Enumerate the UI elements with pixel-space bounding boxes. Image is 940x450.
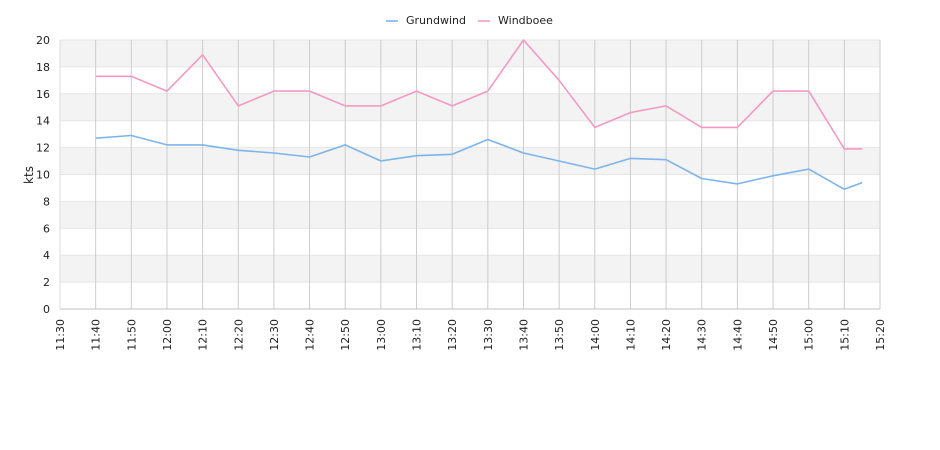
plot-band [60,201,880,229]
x-tick-label: 15:10 [838,319,851,351]
y-tick-labels: 0 2 4 6 8 10 12 14 16 18 20 [36,34,50,316]
axes [59,40,880,310]
x-tick-label: 13:00 [375,319,388,351]
x-tick-labels: 11:30 11:40 11:50 12:00 12:10 12:20 12:30 12:40… [54,319,887,351]
plot-band [60,255,880,283]
plot-bands [60,39,880,310]
series-lines [95,39,863,191]
y-tick-label: 12 [36,142,50,155]
y-tick-label: 18 [36,61,50,74]
legend-item-windboee[interactable]: Windboee [478,14,553,27]
legend-label: Grundwind [406,14,466,27]
plot-band [60,147,880,175]
x-tick-label: 11:30 [54,319,67,351]
x-tick-label: 14:00 [589,319,602,351]
series-line-grundwind [95,134,863,191]
x-tick-label: 13:30 [482,319,495,351]
x-tick-label: 14:20 [660,319,673,351]
y-tick-label: 14 [36,115,50,128]
y-tick-label: 8 [43,195,50,208]
x-tick-label: 12:00 [161,319,174,351]
x-tick-label: 13:10 [411,319,424,351]
x-tick-label: 12:30 [268,319,281,351]
y-tick-label: 4 [43,249,50,262]
y-tick-label: 6 [43,222,50,235]
x-tick-label: 14:50 [767,319,780,351]
plot-band [60,40,880,67]
x-tick-label: 13:50 [553,319,566,351]
x-tick-label: 12:40 [304,319,317,351]
y-tick-label: 0 [43,303,50,316]
x-tick-label: 13:20 [446,319,459,351]
x-tick-label: 15:00 [803,319,816,351]
y-tick-label: 20 [36,34,50,47]
x-tick-label: 11:50 [125,319,138,351]
series-line-windboee [95,39,863,150]
x-tick-label: 14:30 [696,319,709,351]
legend-item-grundwind[interactable]: Grundwind [386,14,466,27]
x-tick-label: 12:10 [197,319,210,351]
y-tick-label: 16 [36,88,50,101]
x-tick-label: 14:40 [731,319,744,351]
vertical-grid [59,40,881,309]
x-tick-label: 14:10 [624,319,637,351]
legend: Grundwind Windboee [386,14,553,27]
y-axis-title: kts [22,166,36,184]
legend-label: Windboee [498,14,553,27]
x-tick-label: 13:40 [517,319,530,351]
y-tick-label: 10 [36,169,50,182]
x-tick-label: 12:50 [339,319,352,351]
x-tick-label: 11:40 [90,319,103,351]
y-tick-label: 2 [43,276,50,289]
x-tick-label: 12:20 [232,319,245,351]
x-tick-label: 15:20 [874,319,887,351]
